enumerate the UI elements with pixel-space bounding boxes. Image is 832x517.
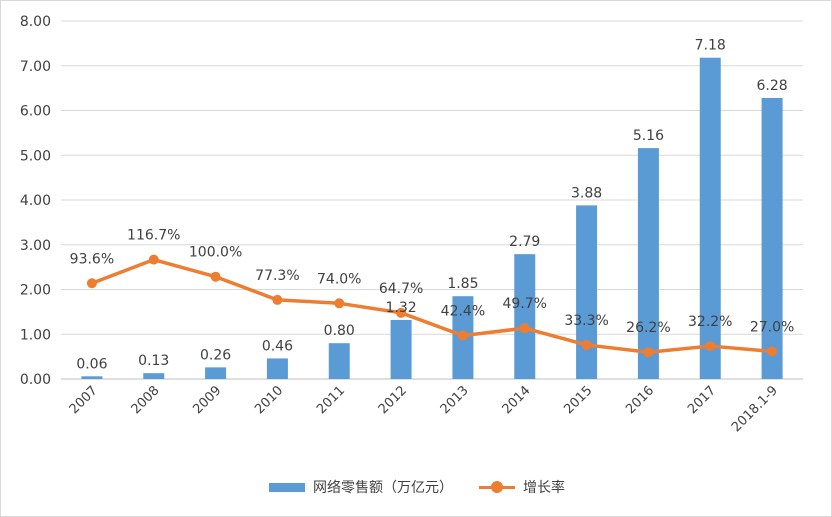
x-tick-label: 2013 [438,383,472,417]
bar [205,367,227,379]
growth-data-label: 64.7% [379,281,423,297]
bar [390,319,412,379]
growth-data-label: 26.2% [626,320,670,336]
y-tick-label: 8.00 [20,14,51,30]
y-tick-label: 3.00 [20,238,51,254]
growth-data-label: 77.3% [255,268,299,284]
x-tick-label: 2015 [561,383,595,417]
growth-point [148,254,159,265]
bar-data-label: 1.32 [385,300,416,316]
y-tick-label: 0.00 [20,372,51,388]
legend-label-retail: 网络零售额（万亿元） [313,480,453,496]
bar [576,205,598,379]
growth-data-label: 93.6% [70,251,114,267]
legend-swatch-growth [479,481,515,493]
bar-data-label: 6.28 [756,78,787,94]
growth-point [705,341,716,352]
growth-point [86,278,97,289]
legend-swatch-retail [269,482,305,492]
bar-data-label: 1.85 [447,276,478,292]
bar [761,97,783,379]
legend: 网络零售额（万亿元） 增长率 [1,477,832,497]
growth-data-label: 32.2% [688,314,732,330]
chart-canvas: 0.06 0.13 0.26 0.46 0.80 1.32 1.85 2.79 3.88 5.16… [20,14,803,435]
bar-data-label: 0.06 [76,356,107,372]
bar-data-label: 7.18 [695,38,726,54]
growth-line [91,257,773,354]
growth-point [519,323,530,334]
x-tick-label: 2017 [685,383,719,417]
growth-point [334,298,345,309]
growth-point [396,307,407,318]
growth-point [457,330,468,341]
growth-data-label: 116.7% [127,228,180,244]
y-tick-label: 1.00 [20,327,51,343]
x-tick-label: 2009 [190,383,224,417]
bar-data-label: 2.79 [509,234,540,250]
bar-data-label: 0.46 [262,338,293,354]
growth-data-label: 74.0% [317,271,361,287]
growth-data-label: 49.7% [503,296,547,312]
growth-data-label: 100.0% [189,245,242,261]
x-tick-label: 2018.1-9 [729,383,781,435]
y-tick-label: 7.00 [20,59,51,75]
x-tick-label: 2010 [252,383,286,417]
x-tick-label: 2008 [129,383,163,417]
bar-data-label: 0.80 [324,323,355,339]
growth-point [643,347,654,358]
bar-data-label: 5.16 [633,128,664,144]
growth-point [767,346,778,357]
legend-item-retail: 网络零售额（万亿元） [269,477,453,497]
bar [81,376,103,379]
y-tick-label: 5.00 [20,148,51,164]
growth-point [581,339,592,350]
x-tick-label: 2011 [314,383,348,417]
growth-data-label: 42.4% [441,304,485,320]
x-tick-label: 2014 [500,383,534,417]
bar-data-label: 0.13 [138,353,169,369]
x-tick-label: 2016 [623,383,657,417]
x-tick-label: 2007 [67,383,101,417]
y-tick-label: 6.00 [20,104,51,120]
bar [143,373,165,379]
bar [328,343,350,379]
bar-data-label: 0.26 [200,347,231,363]
growth-data-label: 27.0% [750,319,794,335]
bar [637,148,659,379]
bar [699,57,721,379]
legend-item-growth: 增长率 [479,477,565,497]
growth-point [210,271,221,282]
bar [514,254,536,379]
bar [266,358,288,379]
y-tick-label: 4.00 [20,193,51,209]
x-tick-label: 2012 [376,383,410,417]
growth-data-label: 33.3% [564,313,608,329]
bar-data-label: 3.88 [571,185,602,201]
growth-point [272,294,283,305]
legend-label-growth: 增长率 [523,480,565,496]
y-tick-label: 2.00 [20,283,51,299]
